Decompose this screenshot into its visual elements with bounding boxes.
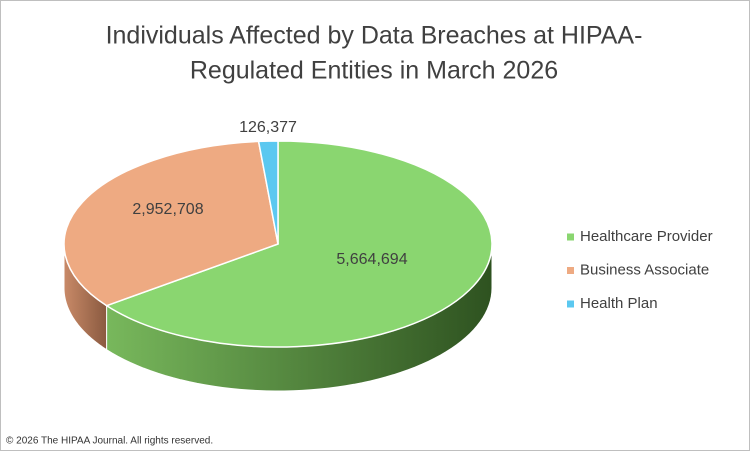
legend-label: Business Associate [580, 261, 709, 278]
legend-label: Health Plan [580, 295, 658, 312]
slice [257, 140, 279, 245]
slice [104, 140, 493, 348]
legend-swatch [567, 233, 574, 241]
chart-title: Individuals Affected by Data Breaches at… [106, 22, 643, 50]
data-label: 5,664,694 [336, 251, 407, 268]
legend-swatch [567, 300, 574, 308]
slice [63, 140, 279, 307]
legend-label: Healthcare Provider [580, 228, 713, 245]
legend-swatch [567, 267, 574, 274]
credit: © 2026 The HIPAA Journal. All rights res… [6, 436, 213, 447]
data-label: 126,377 [239, 119, 297, 136]
chart-title: Regulated Entities in March 2026 [190, 57, 558, 85]
data-label: 2,952,708 [132, 201, 203, 218]
